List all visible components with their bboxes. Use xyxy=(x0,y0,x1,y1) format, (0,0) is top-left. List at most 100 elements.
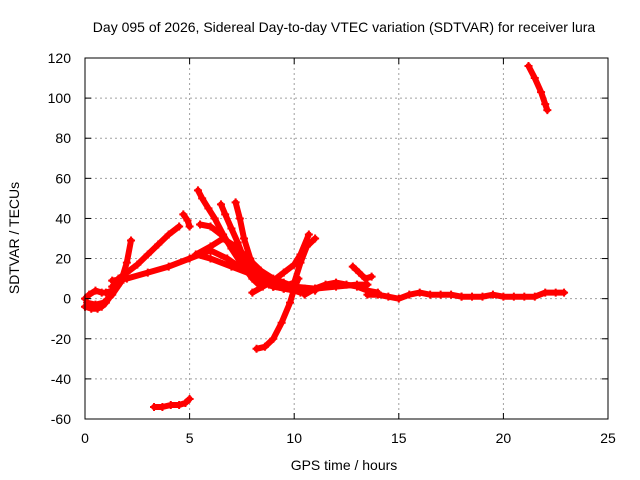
y-tick-label: 20 xyxy=(55,251,71,267)
data-point xyxy=(290,278,299,287)
data-point xyxy=(488,290,497,299)
data-point xyxy=(185,254,194,263)
data-point xyxy=(269,334,278,343)
plot-frame xyxy=(84,57,609,420)
data-point xyxy=(530,292,539,301)
data-point xyxy=(541,100,550,109)
y-tick-label: 0 xyxy=(63,291,71,307)
data-point xyxy=(216,200,225,209)
data-point xyxy=(367,272,376,281)
data-point xyxy=(355,268,364,277)
data-point xyxy=(311,284,320,293)
data-point xyxy=(256,266,265,275)
data-point xyxy=(302,242,311,251)
y-tick-label: -60 xyxy=(51,411,71,427)
data-point xyxy=(269,282,278,291)
data-point xyxy=(239,234,248,243)
data-point xyxy=(509,292,518,301)
chart-title: Day 095 of 2026, Sidereal Day-to-day VTE… xyxy=(93,19,596,35)
series-arc-21-points xyxy=(150,394,194,411)
y-tick-label: -20 xyxy=(51,331,71,347)
data-point xyxy=(363,290,372,299)
data-point xyxy=(91,286,100,295)
data-point xyxy=(154,240,163,249)
data-point xyxy=(300,290,309,299)
data-point xyxy=(258,282,267,291)
data-point xyxy=(405,290,414,299)
x-axis-label: GPS time / hours xyxy=(291,457,398,473)
data-point xyxy=(252,344,261,353)
data-point xyxy=(342,280,351,289)
data-point xyxy=(499,292,508,301)
data-point xyxy=(384,292,393,301)
data-point xyxy=(332,278,341,287)
series-arc-06-points xyxy=(179,210,194,231)
data-point xyxy=(158,402,167,411)
data-point xyxy=(352,282,361,291)
data-point xyxy=(191,250,200,259)
data-point xyxy=(164,262,173,271)
data-point xyxy=(179,210,188,219)
data-point xyxy=(231,198,240,207)
data-point xyxy=(210,214,219,223)
data-point xyxy=(91,300,100,309)
data-point xyxy=(296,258,305,267)
data-point xyxy=(560,288,569,297)
data-point xyxy=(468,292,477,301)
y-tick-label: 100 xyxy=(48,90,72,106)
data-point xyxy=(133,260,142,269)
data-point xyxy=(311,234,320,243)
data-point xyxy=(185,394,194,403)
data-point xyxy=(219,234,228,243)
data-point xyxy=(235,214,244,223)
y-tick-label: 60 xyxy=(55,170,71,186)
data-point xyxy=(108,276,117,285)
data-point xyxy=(164,230,173,239)
y-axis-label: SDTVAR / TECUs xyxy=(6,182,22,294)
data-point xyxy=(85,290,94,299)
data-point xyxy=(530,74,539,83)
data-point xyxy=(537,88,546,97)
tick-layer: 0 5 10 15 20 25 -60 -40 -20 0 20 40 60 80 100 120 xyxy=(48,50,616,446)
series-arc-19-points xyxy=(457,288,569,301)
x-tick-label: 25 xyxy=(600,430,616,446)
data-point xyxy=(478,292,487,301)
data-point xyxy=(166,400,175,409)
y-tick-label: -40 xyxy=(51,371,71,387)
series-arc-04-points xyxy=(108,222,184,291)
data-point xyxy=(541,288,550,297)
grid-layer xyxy=(85,58,608,419)
data-point xyxy=(227,262,236,271)
series-arc-15-points xyxy=(269,234,320,291)
data-point xyxy=(348,262,357,271)
data-point xyxy=(122,258,131,267)
data-point xyxy=(279,282,288,291)
data-point xyxy=(101,288,110,297)
data-point xyxy=(143,268,152,277)
data-point xyxy=(248,288,257,297)
data-point xyxy=(183,216,192,225)
data-point xyxy=(426,290,435,299)
data-point xyxy=(361,274,370,283)
data-point xyxy=(175,400,184,409)
y-tick-label: 80 xyxy=(55,130,71,146)
data-point xyxy=(415,288,424,297)
data-point xyxy=(373,290,382,299)
data-point xyxy=(206,222,215,231)
data-point xyxy=(206,254,215,263)
x-tick-label: 0 xyxy=(81,430,89,446)
series-arc-17-points xyxy=(348,262,376,283)
data-point xyxy=(223,254,232,263)
data-point xyxy=(457,292,466,301)
data-point xyxy=(231,242,240,251)
data-point xyxy=(279,268,288,277)
data-point xyxy=(286,298,295,307)
data-point xyxy=(175,222,184,231)
data-point xyxy=(304,230,313,239)
data-point xyxy=(181,398,190,407)
data-point xyxy=(196,220,205,229)
y-tick-label: 120 xyxy=(48,50,72,66)
data-point xyxy=(447,290,456,299)
data-point xyxy=(99,298,108,307)
